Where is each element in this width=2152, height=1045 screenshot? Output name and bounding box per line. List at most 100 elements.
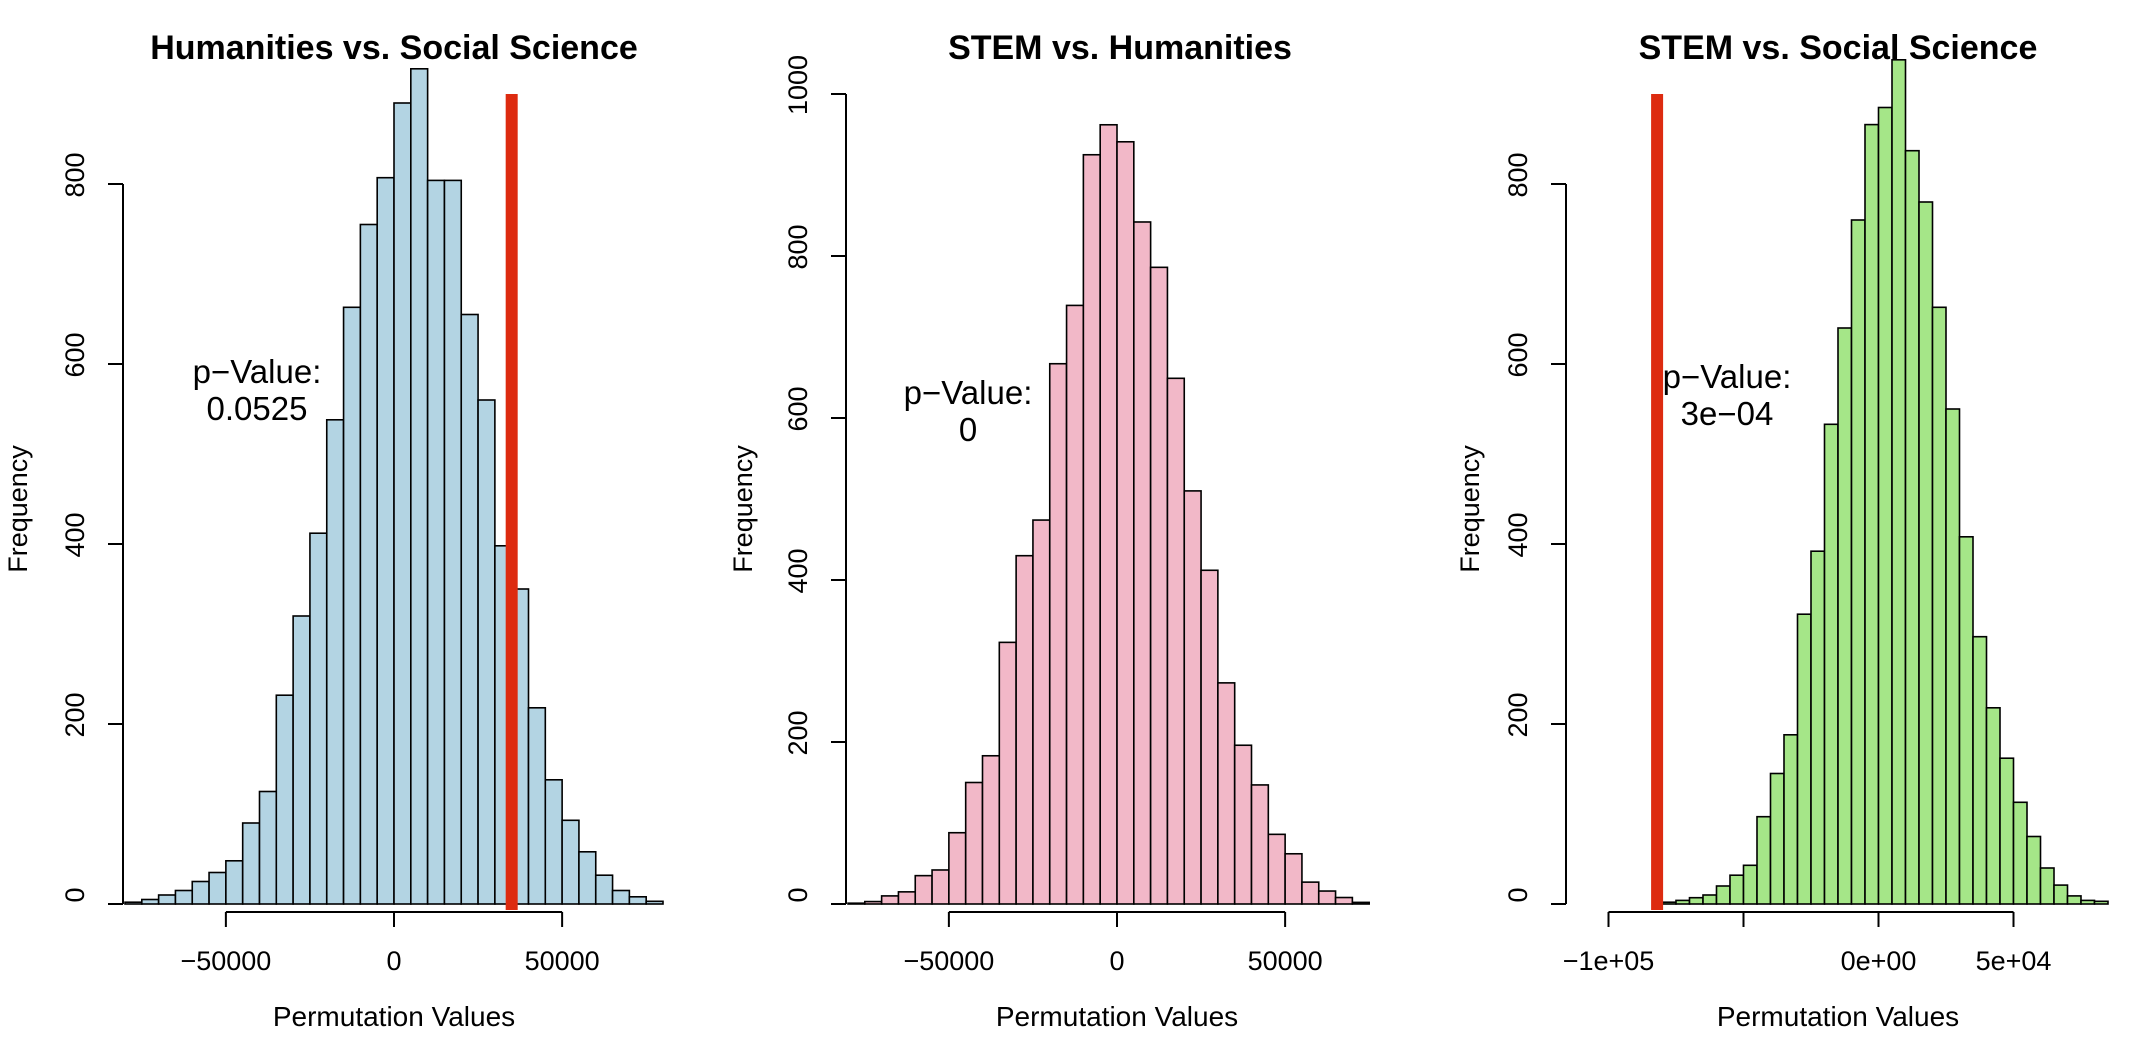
y-tick-label: 400 [60,512,90,557]
x-tick-label: 50000 [525,946,600,976]
histogram-bar [275,694,294,905]
histogram-bar [1317,890,1337,905]
histogram-bar [1351,901,1370,905]
histogram-bar [1904,149,1920,905]
histogram-bar [1099,123,1118,905]
histogram-bar [1877,106,1893,905]
histogram-bar [1972,635,1988,905]
histogram-bar [2066,895,2082,905]
y-tick-label: 400 [783,548,813,593]
x-tick-label: 0 [386,946,401,976]
histogram-bar [443,179,463,905]
histogram-bar [1742,864,1758,905]
histogram-bar [1783,733,1799,905]
x-tick-label: 0e+00 [1841,946,1917,976]
histogram-panel-stem-vs-humanities: STEM vs. Humanities Permutation Values F… [728,29,1370,1032]
histogram-panel-stem-vs-social-science: STEM vs. Social Science Permutation Valu… [1455,29,2109,1032]
histogram-bar [2039,867,2055,905]
x-tick-label: −50000 [903,946,994,976]
histogram-bar [1183,490,1202,905]
histogram-bar [998,641,1017,905]
y-axis: 0 200 400 600 800 [60,152,124,905]
histogram-bar [325,418,345,905]
panel-title: STEM vs. Humanities [948,29,1292,67]
histogram-bar [628,895,647,905]
histogram-bar [1945,408,1961,905]
panel-title: STEM vs. Social Science [1639,29,2038,67]
p-value-number: 0.0525 [207,390,308,427]
y-axis: 0 200 400 600 800 [1503,152,1567,905]
histogram-bar [426,179,446,905]
histogram-bar [948,831,967,905]
histogram-bar [1850,219,1866,905]
x-axis-label: Permutation Values [1717,1001,1959,1032]
histogram-bar [1688,896,1704,905]
histogram-bar [1702,894,1718,905]
histogram-bars [124,68,664,905]
y-tick-label: 0 [60,887,90,902]
histogram-bar [1823,423,1839,905]
histogram-bar [964,781,984,905]
histogram-bar [225,859,244,905]
histogram-bar [847,902,866,905]
histogram-bar [241,822,261,905]
y-tick-label: 1000 [783,55,813,115]
histogram-bar [1015,554,1034,905]
histogram-bar [1149,266,1169,905]
histogram-bar [1715,885,1731,905]
histogram-bar [208,871,227,905]
y-tick-label: 600 [783,386,813,431]
histogram-bar [1769,772,1785,905]
histogram-bar [359,223,378,905]
x-axis: −50000 0 50000 [903,911,1323,976]
p-value-number: 3e−04 [1681,395,1774,432]
histogram-bar [1048,362,1068,905]
histogram-bar [578,850,597,905]
histogram-bar [914,874,933,905]
y-axis-label: Frequency [1455,445,1485,573]
histogram-bar [1284,852,1303,905]
histogram-bar [1999,757,2015,905]
histogram-bar [2012,801,2028,905]
histogram-bar [174,889,194,905]
y-tick-label: 200 [783,710,813,755]
histogram-bar [1675,899,1691,905]
histogram-bar [1958,535,1974,905]
y-tick-label: 200 [60,692,90,737]
histogram-bar [1217,682,1236,905]
histogram-bar [1082,153,1101,905]
histogram-bar [1334,896,1354,905]
histogram-bar [981,754,1001,905]
p-value-label: p−Value: [1663,358,1792,395]
histogram-bars [1661,58,2109,905]
x-tick-label: −50000 [180,946,271,976]
histogram-bar [1065,304,1085,905]
y-tick-label: 400 [1503,512,1533,557]
histogram-bar [1200,569,1219,905]
p-value-label: p−Value: [193,353,322,390]
y-axis-label: Frequency [728,445,758,573]
histogram-bar [2093,900,2109,905]
histogram-bar [1810,550,1826,905]
y-axis: 0 200 400 600 800 1000 [783,55,847,905]
histogram-bar [1756,815,1772,905]
histogram-panel-humanities-vs-social-science: Humanities vs. Social Science Permutatio… [3,29,664,1032]
histogram-bar [1661,901,1677,905]
histogram-bar [1864,123,1880,905]
histogram-bar [309,532,328,905]
histogram-bar [1166,377,1186,905]
y-tick-label: 0 [1503,887,1533,902]
histogram-bar [1837,327,1853,905]
histogram-bar [124,901,143,905]
histogram-bar [594,874,614,905]
x-axis-label: Permutation Values [996,1001,1238,1032]
x-tick-label: 0 [1109,946,1124,976]
histogram-bar [292,615,311,905]
y-tick-label: 600 [1503,332,1533,377]
y-axis-label: Frequency [3,445,33,573]
histogram-bar [611,889,631,905]
x-tick-label: 5e+04 [1976,946,2052,976]
histogram-bar [376,176,395,905]
x-axis-label: Permutation Values [273,1001,515,1032]
histogram-bar [561,819,580,905]
